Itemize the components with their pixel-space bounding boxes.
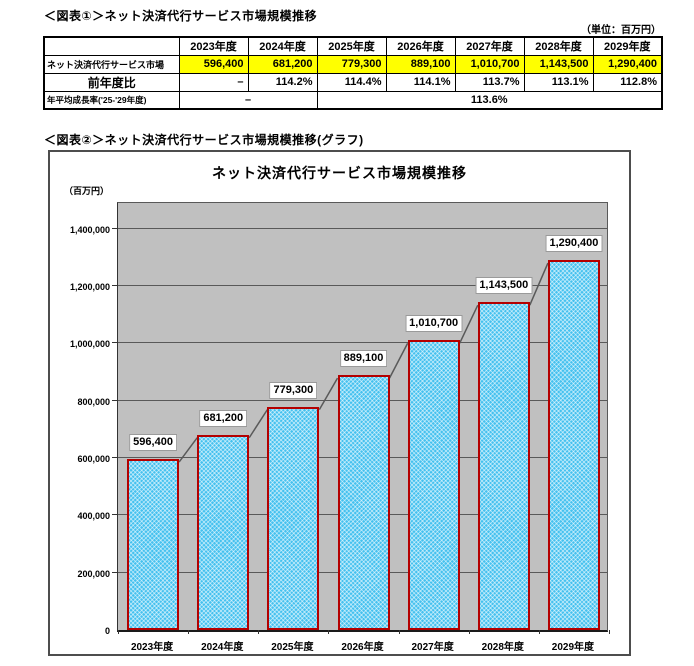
market-value-cell: 779,300: [316, 54, 387, 74]
bar-data-label: 596,400: [129, 434, 177, 452]
yoy-value-cell: 114.1%: [385, 72, 456, 92]
x-axis-tick: [258, 630, 260, 634]
bar-2028年度: [477, 302, 530, 630]
y-tick-label: 800,000: [77, 396, 110, 407]
yoy-value-cell: –: [178, 72, 249, 92]
market-size-row: ネット決済代行サービス市場 596,400 681,200 779,300 88…: [43, 54, 663, 74]
gridline: [118, 227, 607, 229]
column-header: 2025年度: [316, 36, 387, 56]
y-axis-tick: [112, 342, 117, 344]
figure2-heading: ＜図表②＞ネット決済代行サービス市場規模推移(グラフ): [44, 133, 364, 147]
y-axis-tick: [112, 285, 117, 286]
x-axis-tick-labels: 2023年度 2024年度 2025年度 2026年度 2027年度 2028年度 2029…: [117, 638, 608, 653]
x-category-label: 2028年度: [481, 642, 524, 653]
table-header-row: 2023年度 2024年度 2025年度 2026年度 2027年度 2028年…: [43, 36, 663, 56]
row-label: 前年度比: [43, 72, 180, 92]
bar-data-label: 1,290,400: [545, 235, 603, 253]
y-tick-label: 200,000: [77, 568, 110, 579]
market-value-cell: 681,200: [247, 54, 318, 74]
x-category-label: 2026年度: [341, 642, 384, 653]
market-size-table: 2023年度 2024年度 2025年度 2026年度 2027年度 2028年…: [43, 36, 663, 110]
series-connector-lines: [178, 262, 549, 463]
y-axis-unit-label: （百万円）: [64, 186, 110, 196]
column-header: 2026年度: [385, 36, 456, 56]
y-tick-label: 1,200,000: [69, 282, 110, 292]
bar-data-label: 1,010,700: [405, 315, 463, 333]
series-line: [458, 304, 479, 344]
yoy-row: 前年度比 – 114.2% 114.4% 114.1% 113.7% 113.1…: [43, 72, 663, 92]
y-tick-label: 600,000: [77, 454, 110, 464]
bar-chart: ネット決済代行サービス市場規模推移 （百万円） 0 200,000 400,000 6…: [48, 150, 631, 656]
bar-2023年度: [127, 459, 180, 630]
row-label: ネット決済代行サービス市場: [43, 54, 180, 74]
column-header: 2024年度: [247, 36, 318, 56]
y-axis-tick-labels: 0 200,000 400,000 600,000 800,000 1,000,000 1,…: [50, 202, 110, 636]
yoy-value-cell: 112.8%: [592, 72, 663, 92]
series-line: [178, 437, 198, 463]
y-axis-tick: [112, 457, 117, 458]
market-value-cell: 1,143,500: [523, 54, 594, 74]
series-line: [529, 262, 549, 306]
gridline: [118, 342, 607, 344]
market-value-cell: 889,100: [385, 54, 456, 74]
yoy-value-cell: 113.7%: [454, 72, 525, 92]
x-axis-tick: [468, 630, 470, 634]
unit-note: （単位：百万円）: [581, 25, 661, 36]
x-axis-tick: [118, 630, 119, 634]
y-axis-tick: [112, 227, 117, 229]
market-value-cell: 1,290,400: [592, 54, 663, 74]
yoy-value-cell: 114.4%: [316, 72, 387, 92]
column-header: 2023年度: [178, 36, 249, 56]
bar-data-label: 889,100: [339, 350, 388, 368]
market-value-cell: 596,400: [178, 54, 249, 74]
bar-2024年度: [197, 434, 250, 630]
bar-2026年度: [337, 375, 390, 630]
row-label: 年平均成長率('25-'29年度): [43, 90, 180, 110]
bar-2025年度: [267, 406, 320, 630]
chart-title: ネット決済代行サービス市場規模推移: [212, 165, 467, 181]
y-tick-label: 0: [104, 626, 110, 636]
column-header: 2028年度: [523, 36, 594, 56]
column-header: 2029年度: [592, 36, 663, 56]
market-value-cell: 1,010,700: [454, 54, 525, 74]
y-axis-tick: [112, 571, 117, 573]
y-tick-label: 400,000: [77, 511, 110, 522]
bar-2027年度: [407, 340, 460, 630]
x-category-label: 2027年度: [411, 642, 454, 653]
bar-data-label: 779,300: [269, 381, 318, 399]
cagr-row: 年平均成長率('25-'29年度) – 113.6%: [43, 90, 663, 110]
x-category-label: 2025年度: [271, 642, 314, 653]
series-line: [318, 377, 339, 410]
yoy-value-cell: 114.2%: [247, 72, 318, 92]
x-category-label: 2023年度: [130, 642, 174, 653]
x-axis-tick: [328, 630, 330, 634]
gridline: [118, 285, 607, 286]
x-axis-tick: [609, 630, 610, 634]
y-axis-tick: [112, 399, 117, 401]
x-axis-tick: [398, 630, 400, 634]
bar-2029年度: [547, 260, 600, 630]
y-axis-tick: [112, 514, 117, 516]
cagr-right-span-cell: 113.6%: [316, 90, 663, 110]
yoy-value-cell: 113.1%: [523, 72, 594, 92]
figure1-heading: ＜図表①＞ネット決済代行サービス市場規模推移: [44, 9, 318, 23]
series-line: [388, 342, 409, 379]
bar-data-label: 1,143,500: [475, 277, 533, 295]
corner-cell: [43, 36, 180, 56]
plot-area: 596,400 681,200 779,300 889,100 1,010,700 1,1…: [112, 202, 610, 634]
x-category-label: 2029年度: [551, 642, 595, 653]
x-axis-tick: [188, 630, 190, 634]
x-axis-tick: [538, 630, 540, 634]
column-header: 2027年度: [454, 36, 525, 56]
series-line: [248, 409, 268, 439]
y-tick-label: 1,400,000: [69, 224, 110, 235]
y-tick-label: 1,000,000: [69, 339, 110, 350]
bar-data-label: 681,200: [199, 409, 248, 427]
x-category-label: 2024年度: [201, 642, 244, 653]
cagr-left-span-cell: –: [178, 90, 318, 110]
